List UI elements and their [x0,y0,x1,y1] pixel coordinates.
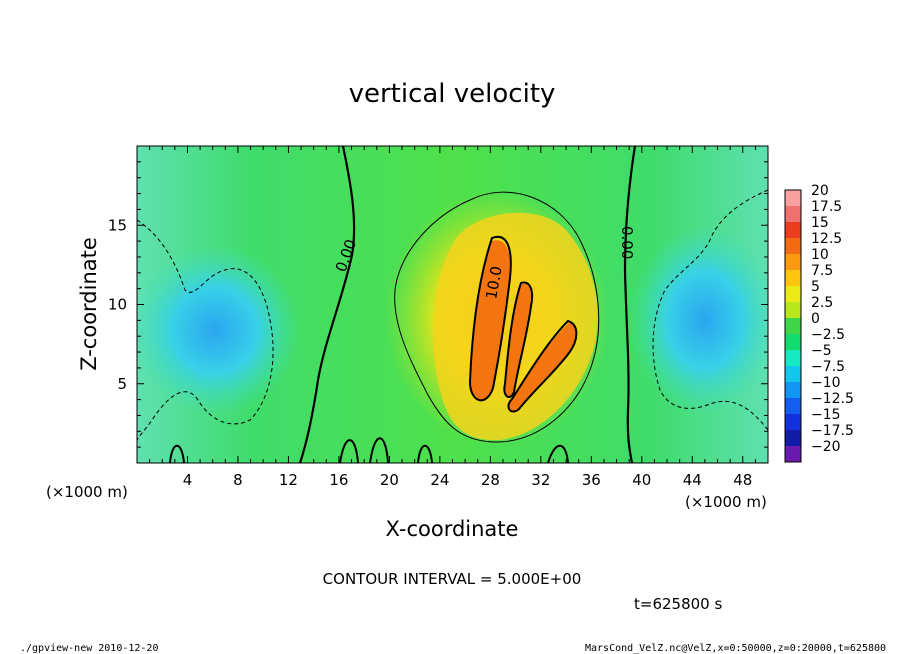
footer-left: ./gpview-new 2010-12-20 [20,643,158,654]
y-tick-label: 5 [117,375,127,393]
colorbar-label: 12.5 [811,231,842,247]
colorbar-label: −7.5 [811,359,845,375]
colorbar-swatch [785,398,801,415]
contour-ten-diagonal [507,319,578,413]
colorbar-swatch [785,446,801,463]
y-tick-label: 15 [108,216,127,234]
x-tick-label: 40 [632,471,651,489]
colorbar-swatch [785,302,801,319]
x-tick-label: 16 [329,471,348,489]
contour-zero-right [623,146,637,463]
contour-ten-left-lobe [468,235,512,402]
colorbar-label: 0 [811,311,820,327]
x-tick-label: 20 [380,471,399,489]
time-stamp: t=625800 s [634,595,722,613]
colorbar-label: −5 [811,343,832,359]
x-axis-unit: (×1000 m) [685,493,767,511]
x-tick-label: 32 [531,471,550,489]
y-axis-label: Z-coordinate [77,237,101,371]
colorbar-label: 17.5 [811,199,842,215]
x-tick-label: 24 [430,471,449,489]
x-tick-label: 12 [279,471,298,489]
colorbar-swatch [785,318,801,335]
colorbar-label: 5 [811,279,820,295]
y-axis-unit: (×1000 m) [46,483,128,501]
colorbar-label: 2.5 [811,295,833,311]
x-tick-label: 44 [683,471,702,489]
updraft-core-right [504,283,533,397]
colorbar-label: −2.5 [811,327,845,343]
colorbar-label: 15 [811,215,829,231]
x-tick-label: 4 [183,471,193,489]
downdraft-right-shading [630,225,768,415]
chart-title: vertical velocity [349,79,556,109]
colorbar-swatch [785,366,801,383]
colorbar-label: 7.5 [811,263,833,279]
colorbar-label: −20 [811,439,841,455]
colorbar-label: −15 [811,407,841,423]
colorbar-label: 20 [811,183,829,199]
updraft-core-diagonal [509,322,577,411]
contour-ten-right-lobe [503,281,534,399]
colorbar-label: 10 [811,247,829,263]
contour-neg-right [652,189,768,431]
contour-interval: CONTOUR INTERVAL = 5.000E+00 [323,570,582,588]
footer-right: MarsCond_VelZ.nc@VelZ,x=0:50000,z=0:2000… [585,643,886,654]
y-tick-label: 10 [108,296,127,314]
colorbar-label: −12.5 [811,391,854,407]
updraft-core-left [470,240,511,401]
x-axis-label: X-coordinate [386,517,519,541]
x-tick-label: 48 [733,471,752,489]
colorbar-swatch [785,254,801,271]
colorbar-swatch [785,238,801,255]
x-tick-label: 8 [233,471,243,489]
colorbar-swatch [785,414,801,431]
x-tick-label: 36 [582,471,601,489]
contour-five [394,191,600,443]
colorbar-swatch [785,206,801,223]
colorbar-swatch [785,334,801,351]
colorbar-swatch [785,350,801,367]
colorbar-swatch [785,270,801,287]
x-tick-label: 28 [481,471,500,489]
plot-area: 0.00 10.0 0.00 [137,146,768,463]
contour-zero-left [298,146,356,463]
contour-label: 10.0 [482,265,506,301]
colorbar-label: −10 [811,375,841,391]
colorbar-frame [784,189,802,463]
contour-label: 0.00 [618,226,636,259]
colorbar-swatch [785,430,801,447]
colorbar-swatch [785,382,801,399]
colorbar-swatch [785,286,801,303]
colorbar-swatch [785,222,801,239]
contour-neg-left [137,219,274,441]
downdraft-left-shading [137,245,300,415]
colorbar-swatch [785,190,801,207]
contour-bottom-lobes [169,437,569,463]
colorbar: 2017.51512.5107.552.50−2.5−5−7.5−10−12.5… [784,183,854,463]
colorbar-label: −17.5 [811,423,854,439]
